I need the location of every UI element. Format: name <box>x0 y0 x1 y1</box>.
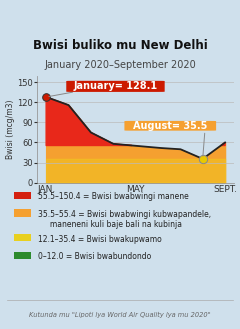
Bar <box>14 252 31 259</box>
Text: January 2020–September 2020: January 2020–September 2020 <box>44 60 196 70</box>
Bar <box>14 192 31 199</box>
FancyBboxPatch shape <box>124 121 216 131</box>
Text: Bwisi buliko mu New Delhi: Bwisi buliko mu New Delhi <box>33 39 207 52</box>
Text: 55.5–150.4 = Bwisi bwabwingi manene: 55.5–150.4 = Bwisi bwabwingi manene <box>38 192 189 201</box>
Bar <box>14 209 31 216</box>
Text: 35.5–55.4 = Bwisi bwabwingi kubwapandele,
     maneneni kuli baje bali na kubinj: 35.5–55.4 = Bwisi bwabwingi kubwapandele… <box>38 210 211 229</box>
Text: 0–12.0 = Bwisi bwabundondo: 0–12.0 = Bwisi bwabundondo <box>38 252 152 261</box>
Text: January= 128.1: January= 128.1 <box>73 81 157 91</box>
Y-axis label: Bwisi (mcg/m3): Bwisi (mcg/m3) <box>6 99 14 159</box>
Text: 12.1–35.4 = Bwisi bwakupwamo: 12.1–35.4 = Bwisi bwakupwamo <box>38 235 162 244</box>
Text: August= 35.5: August= 35.5 <box>133 121 207 131</box>
Text: Kutunda mu "Lipoti lya World Air Quality lya mu 2020": Kutunda mu "Lipoti lya World Air Quality… <box>29 312 211 318</box>
Bar <box>14 234 31 241</box>
FancyBboxPatch shape <box>66 81 165 92</box>
